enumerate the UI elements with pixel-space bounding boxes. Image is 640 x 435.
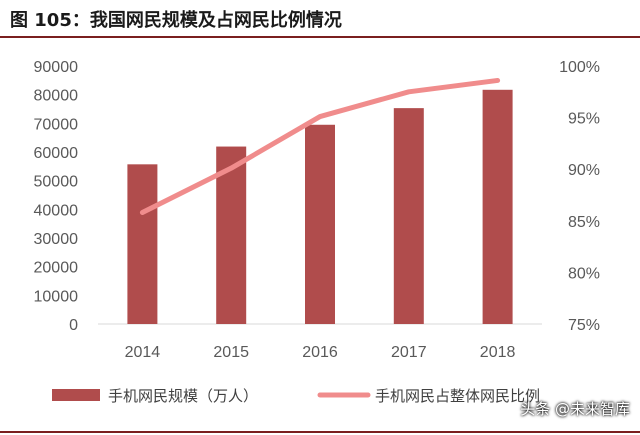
chart-svg: 0 10000 20000 30000 40000 50000 60000 70000 8000… xyxy=(34,59,601,405)
y-tick-label: 60000 xyxy=(34,145,79,162)
y-tick-label: 80000 xyxy=(34,88,79,105)
y2-tick-label: 95% xyxy=(568,111,600,128)
bar xyxy=(393,108,424,324)
watermark: 头条 @未来智库 xyxy=(520,400,630,418)
y2-tick-label: 100% xyxy=(559,59,600,76)
legend-swatch-bar xyxy=(52,389,100,401)
title-bar: 图 105：我国网民规模及占网民比例情况 xyxy=(0,0,640,36)
y-tick-label: 20000 xyxy=(34,260,79,277)
legend-label-bar: 手机网民规模（万人） xyxy=(108,387,258,405)
bar xyxy=(482,89,513,324)
y-tick-label: 30000 xyxy=(34,231,79,248)
y-tick-label: 50000 xyxy=(34,174,79,191)
legend: 手机网民规模（万人） 手机网民占整体网民比例 xyxy=(52,387,540,405)
x-tick-label: 2015 xyxy=(213,344,249,361)
y-tick-label: 70000 xyxy=(34,116,79,133)
bar xyxy=(127,164,158,324)
x-tick-label: 2017 xyxy=(391,344,427,361)
bar-series xyxy=(127,89,513,325)
chart-title: 图 105：我国网民规模及占网民比例情况 xyxy=(10,10,342,31)
y2-tick-label: 75% xyxy=(568,317,600,334)
y2-tick-label: 90% xyxy=(568,162,600,179)
x-tick-label: 2018 xyxy=(480,344,516,361)
y2-tick-label: 80% xyxy=(568,265,600,282)
y-tick-label: 40000 xyxy=(34,202,79,219)
bottom-divider xyxy=(0,431,640,433)
y-tick-label: 10000 xyxy=(34,288,79,305)
y-tick-label: 90000 xyxy=(34,59,79,76)
x-tick-label: 2016 xyxy=(302,344,338,361)
y-tick-label: 0 xyxy=(69,317,78,334)
right-axis: 75% 80% 85% 90% 95% 100% xyxy=(559,59,600,334)
legend-label-line: 手机网民占整体网民比例 xyxy=(375,387,540,405)
title-divider xyxy=(0,36,640,38)
x-axis: 2014 2015 2016 2017 2018 xyxy=(125,344,516,361)
y2-tick-label: 85% xyxy=(568,214,600,231)
left-axis: 0 10000 20000 30000 40000 50000 60000 70000 8000… xyxy=(34,59,79,334)
line-series xyxy=(139,77,501,216)
x-tick-label: 2014 xyxy=(125,344,161,361)
bar xyxy=(216,146,247,324)
bar xyxy=(305,124,335,325)
